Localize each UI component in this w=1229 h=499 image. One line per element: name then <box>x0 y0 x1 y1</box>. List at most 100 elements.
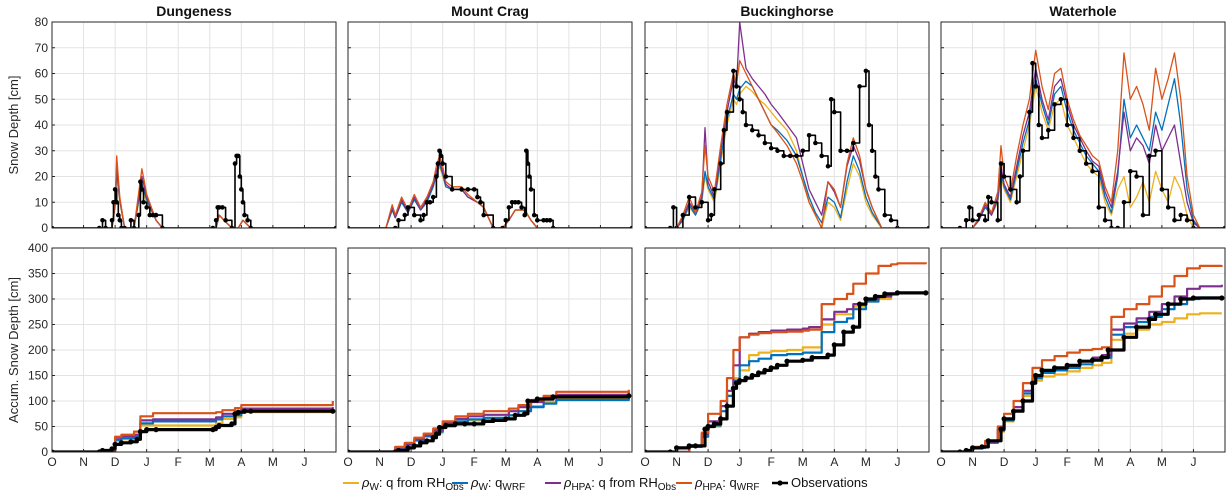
observation-point <box>882 291 888 297</box>
observation-point <box>534 396 540 402</box>
x-tick-label: J <box>737 455 743 469</box>
observation-point <box>216 422 222 429</box>
observation-point <box>957 225 963 228</box>
observation-point <box>743 122 749 128</box>
y-tick-label: 10 <box>35 195 49 209</box>
panel-top-2: Mount Crag <box>347 3 633 229</box>
observation-point <box>645 449 648 452</box>
observation-point <box>828 97 834 102</box>
observation-point <box>239 187 244 192</box>
observation-point <box>216 205 222 210</box>
observation-point <box>775 148 780 154</box>
observation-point <box>832 109 837 115</box>
observation-point <box>749 372 755 379</box>
observation-point <box>882 212 888 218</box>
observation-point <box>1178 212 1184 218</box>
x-tick-label: J <box>301 455 307 469</box>
x-tick-label: M <box>1157 455 1167 469</box>
observation-point <box>1011 408 1017 414</box>
observation-point <box>213 218 219 223</box>
series-line-5 <box>941 62 1225 228</box>
observation-point <box>768 365 774 371</box>
observation-point <box>109 446 115 452</box>
observation-point <box>547 218 553 223</box>
observation-point <box>114 200 119 205</box>
observation-point <box>1140 212 1146 218</box>
observation-point <box>781 153 787 159</box>
y-tick-label: 100 <box>28 394 48 408</box>
y-tick-label: 70 <box>35 41 49 55</box>
observation-point <box>471 187 477 192</box>
x-tick-label: A <box>830 455 838 469</box>
x-tick-label: N <box>672 455 681 469</box>
observation-point <box>235 153 241 159</box>
observation-point <box>1128 169 1133 174</box>
observation-point <box>438 153 444 159</box>
observation-point <box>724 403 730 409</box>
observation-point <box>995 218 1001 223</box>
observation-point <box>734 84 739 89</box>
observation-point <box>1001 174 1007 179</box>
observation-point <box>128 218 134 223</box>
observation-point <box>522 212 527 218</box>
observation-point <box>750 127 755 133</box>
observation-point <box>1014 200 1019 205</box>
observation-point <box>147 212 153 218</box>
series-line-4 <box>941 49 1225 228</box>
observation-point <box>756 370 762 376</box>
observation-point <box>941 449 944 452</box>
observation-point <box>1146 316 1152 322</box>
observation-point <box>768 145 774 151</box>
observation-point <box>99 447 106 452</box>
observation-point <box>524 148 529 154</box>
legend-item-4: ρHPA: qWRF <box>676 475 760 493</box>
observation-point <box>475 194 480 200</box>
observation-point <box>1134 324 1140 330</box>
observation-point <box>240 200 246 205</box>
observation-point <box>872 293 879 300</box>
observation-point <box>1008 187 1013 192</box>
observation-point <box>330 408 336 414</box>
observation-point <box>844 148 850 154</box>
observation-point <box>629 225 632 228</box>
observation-point <box>97 225 102 228</box>
observation-point <box>393 225 398 228</box>
observation-point <box>452 421 458 427</box>
observation-point <box>134 436 140 442</box>
observation-point <box>471 421 477 427</box>
observation-point <box>160 225 165 228</box>
observation-point <box>153 427 159 433</box>
observation-point <box>674 445 680 451</box>
y-tick-label: 50 <box>35 420 49 434</box>
x-tick-label: O <box>640 455 649 469</box>
observation-point <box>1147 153 1152 159</box>
observation-point <box>963 447 969 452</box>
y-tick-label: 300 <box>28 292 48 306</box>
observation-point <box>721 127 727 133</box>
observation-point <box>525 161 531 166</box>
observation-point <box>144 427 150 433</box>
observation-point <box>465 187 471 192</box>
observation-point <box>481 212 487 218</box>
observation-point <box>541 218 546 223</box>
observation-point <box>709 212 714 218</box>
y-tick-label: 60 <box>35 67 49 81</box>
observation-point <box>242 212 247 218</box>
observation-point <box>220 205 225 210</box>
observation-point <box>141 200 146 205</box>
observation-point <box>825 163 831 169</box>
x-tick-label: J <box>1190 455 1196 469</box>
x-tick-label: F <box>768 455 775 469</box>
observation-point <box>724 109 730 115</box>
legend-label: ρW: q from RHObs <box>361 475 464 493</box>
panel-title: Buckinghorse <box>740 3 834 19</box>
observation-point <box>989 200 994 205</box>
observation-point <box>136 212 142 218</box>
observation-point <box>118 440 124 446</box>
observation-point <box>756 133 761 138</box>
observation-point <box>405 205 411 210</box>
observation-point <box>699 200 705 205</box>
observation-point <box>998 426 1004 432</box>
